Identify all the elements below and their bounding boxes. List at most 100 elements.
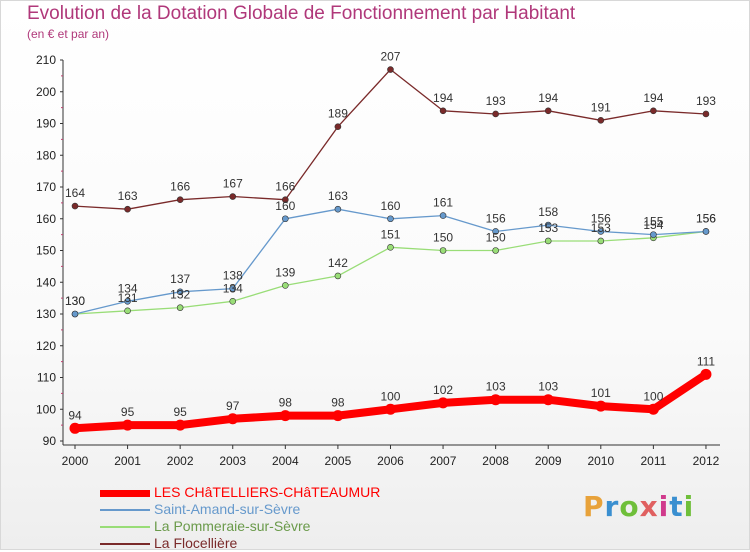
data-point [597, 228, 605, 235]
chart-title: Evolution de la Dotation Globale de Fonc… [27, 3, 576, 24]
data-label: 100 [380, 389, 400, 403]
y-tick-label: 120 [36, 339, 56, 353]
x-tick-label: 2001 [114, 454, 141, 468]
data-label: 191 [591, 100, 611, 114]
data-label: 194 [643, 91, 663, 105]
data-point [542, 394, 554, 406]
data-label: 97 [226, 399, 240, 413]
data-point [229, 297, 237, 305]
data-point [544, 237, 552, 245]
data-label: 150 [486, 231, 506, 245]
x-tick-label: 2006 [377, 454, 404, 468]
data-point [597, 117, 605, 124]
data-point [229, 285, 237, 292]
data-point [437, 397, 449, 409]
data-point [282, 196, 289, 203]
x-tick-label: 2009 [535, 454, 562, 468]
data-point [176, 304, 184, 311]
data-point [439, 212, 447, 219]
data-label: 138 [223, 269, 243, 283]
y-tick-label: 210 [36, 53, 56, 67]
logo-letter: t [669, 490, 684, 523]
data-label: 164 [65, 186, 85, 200]
data-point [282, 282, 289, 289]
data-label: 153 [538, 221, 558, 235]
data-label: 194 [538, 91, 558, 105]
data-label: 166 [275, 180, 295, 194]
x-tick-label: 2005 [325, 454, 352, 468]
data-point [647, 403, 659, 415]
data-label: 102 [433, 383, 453, 397]
data-label: 130 [65, 294, 85, 308]
x-tick-label: 2011 [640, 454, 666, 468]
data-label: 189 [328, 107, 348, 121]
data-point [544, 107, 552, 115]
data-label: 193 [486, 94, 506, 108]
data-point [387, 66, 394, 73]
x-tick-label: 2012 [693, 454, 720, 468]
data-point [439, 247, 447, 254]
data-label: 154 [643, 218, 663, 232]
data-label: 153 [591, 221, 611, 235]
data-point [122, 419, 134, 431]
data-label: 161 [433, 196, 453, 210]
data-label: 160 [275, 199, 295, 213]
data-point [492, 228, 499, 235]
data-point [387, 215, 394, 223]
data-point [650, 107, 657, 115]
data-label: 131 [118, 291, 138, 305]
y-tick-label: 150 [36, 244, 56, 258]
data-point [334, 205, 342, 213]
y-tick-label: 190 [36, 117, 56, 131]
data-label: 111 [697, 354, 716, 368]
data-point [71, 202, 79, 210]
data-point [700, 368, 712, 380]
data-point [595, 400, 607, 412]
data-label: 100 [643, 389, 663, 403]
data-point [174, 419, 186, 431]
data-label: 130 [65, 294, 85, 308]
chart-subtitle: (en € et par an) [27, 27, 110, 41]
data-point [124, 205, 131, 213]
logo-letter: r [604, 490, 620, 523]
logo-letter: x [639, 490, 659, 523]
data-point [492, 247, 499, 254]
logo-letter: P [583, 490, 605, 523]
legend-swatch [100, 543, 150, 545]
data-label: 142 [328, 256, 348, 270]
data-point [176, 196, 184, 203]
data-label: 134 [223, 281, 243, 295]
data-point [69, 422, 81, 434]
data-label: 139 [275, 265, 295, 279]
legend-swatch [100, 526, 150, 528]
legend-label: La Flocellière [154, 535, 238, 551]
legend-swatch [100, 509, 150, 511]
data-label: 134 [118, 281, 138, 295]
data-label: 150 [433, 231, 453, 245]
data-label: 156 [696, 211, 716, 225]
data-label: 132 [170, 288, 190, 302]
y-tick-label: 180 [36, 148, 56, 162]
legend-label: La Pommeraie-sur-Sèvre [154, 518, 311, 534]
x-tick-label: 2002 [167, 454, 194, 468]
data-point [282, 215, 289, 223]
data-label: 98 [279, 396, 293, 410]
data-point [492, 110, 499, 118]
logo-letter: i [658, 490, 670, 523]
data-label: 156 [591, 211, 611, 225]
data-point [332, 410, 344, 422]
data-point [227, 413, 239, 425]
data-label: 194 [433, 91, 453, 105]
x-tick-label: 2000 [62, 454, 89, 468]
y-tick-label: 200 [36, 85, 56, 99]
data-label: 94 [68, 408, 82, 422]
data-label: 137 [170, 272, 190, 286]
y-tick-label: 170 [36, 180, 56, 194]
x-tick-label: 2010 [587, 454, 614, 468]
data-label: 163 [118, 189, 138, 203]
y-tick-label: 110 [37, 371, 56, 385]
logo-letter: i [683, 490, 695, 523]
data-point [71, 310, 79, 318]
legend-label: Saint-Amand-sur-Sèvre [154, 501, 301, 517]
